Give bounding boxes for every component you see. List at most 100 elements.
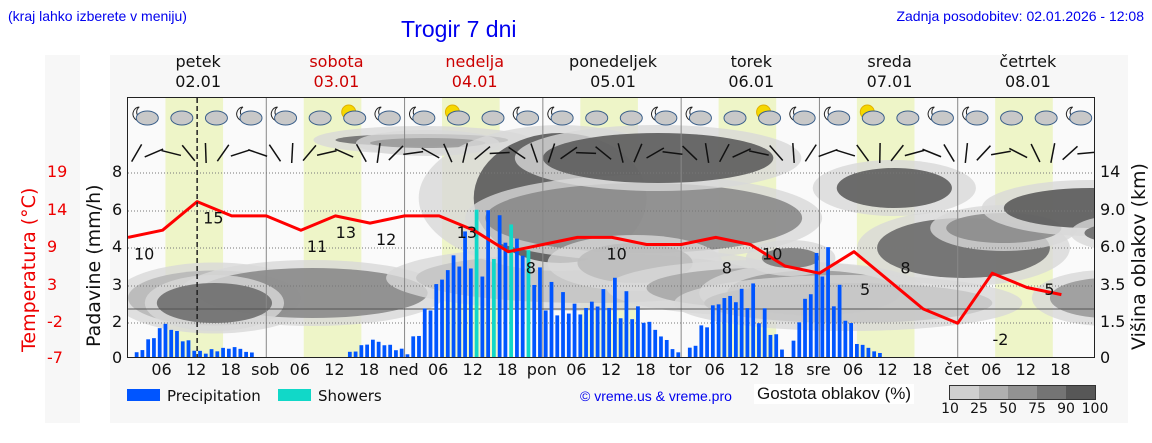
cloud-density-scale — [949, 385, 1096, 400]
density-swatch — [1008, 386, 1037, 399]
day-header: ponedeljek 05.01 — [548, 52, 678, 92]
day-date: 07.01 — [866, 72, 913, 91]
time-label: 06 — [842, 360, 864, 379]
time-label: 06 — [151, 360, 172, 379]
precipitation-tick: 0 — [112, 348, 123, 367]
time-label: 06 — [981, 360, 1002, 379]
cloud-height-tick: 1.5 — [1100, 312, 1126, 331]
time-label: 18 — [1050, 360, 1071, 379]
day-name: sobota — [309, 52, 364, 71]
density-swatch — [979, 386, 1008, 399]
last-update: Zadnja posodobitev: 02.01.2026 - 12:08 — [896, 8, 1144, 24]
temperature-tick: 3 — [47, 275, 58, 294]
temperature-axis-label: Temperatura (°C) — [18, 187, 40, 352]
day-header: petek 02.01 — [133, 52, 263, 92]
day-header: nedelja 04.01 — [410, 52, 540, 92]
svg-text:10: 10 — [134, 244, 154, 263]
time-label: 12 — [1015, 360, 1037, 379]
time-label: 18 — [358, 360, 380, 379]
svg-text:8: 8 — [526, 259, 536, 278]
precipitation-tick: 6 — [112, 200, 123, 219]
location-menu-hint[interactable]: (kraj lahko izberete v meniju) — [8, 8, 187, 24]
cloud-height-tick: 3.5 — [1100, 275, 1126, 294]
time-label: 12 — [462, 360, 483, 379]
precipitation-tick: 8 — [112, 162, 123, 181]
svg-text:8: 8 — [722, 259, 732, 278]
day-date: 03.01 — [313, 72, 360, 91]
day-header: sreda 07.01 — [825, 52, 955, 92]
svg-text:5: 5 — [1044, 280, 1054, 299]
time-label: sre — [806, 360, 831, 379]
day-date: 05.01 — [590, 72, 636, 91]
density-swatch — [1037, 386, 1066, 399]
showers-legend-swatch — [278, 389, 311, 401]
day-date: 02.01 — [175, 72, 222, 91]
cloud-height-tick: 0 — [1100, 348, 1111, 367]
time-label: tor — [668, 360, 692, 379]
cloud-height-tick: 9.0 — [1100, 200, 1126, 219]
density-tick: 50 — [999, 401, 1017, 417]
time-label: 12 — [739, 360, 760, 379]
temperature-axis-panel — [45, 55, 80, 423]
page-title: Trogir 7 dni — [401, 16, 517, 42]
forecast-chart-svg: 10 15 11 13 12 13 8 10 8 10 5 8 -2 5 — [128, 98, 1094, 357]
credit-link[interactable]: © vreme.us & vreme.pro — [580, 388, 732, 404]
svg-text:10: 10 — [762, 244, 782, 263]
time-label: 12 — [324, 360, 345, 379]
svg-text:13: 13 — [336, 223, 356, 242]
cloud-height-axis-label: Višina oblakov (km) — [1128, 163, 1150, 350]
time-label: 18 — [635, 360, 656, 379]
svg-text:15: 15 — [203, 209, 223, 228]
density-tick: 10 — [941, 401, 959, 417]
day-header: sobota 03.01 — [271, 52, 401, 92]
time-label: 12 — [185, 360, 207, 379]
time-label: čet — [944, 360, 970, 379]
svg-text:5: 5 — [860, 280, 870, 299]
density-swatch — [950, 386, 979, 399]
day-name: sreda — [867, 52, 912, 71]
svg-text:12: 12 — [376, 230, 396, 249]
svg-text:8: 8 — [900, 259, 910, 278]
day-header: torek 06.01 — [686, 52, 816, 92]
time-label: 18 — [497, 360, 518, 379]
time-label: 06 — [427, 360, 449, 379]
time-label: sob — [251, 360, 280, 379]
day-name: nedelja — [445, 52, 505, 71]
day-header: četrtek 08.01 — [963, 52, 1093, 92]
time-label: pon — [526, 360, 557, 379]
precipitation-tick: 4 — [112, 237, 123, 256]
time-label: 06 — [566, 360, 587, 379]
temperature-tick: 9 — [47, 237, 58, 256]
day-name: četrtek — [999, 52, 1057, 71]
day-date: 06.01 — [728, 72, 775, 91]
time-label: 18 — [220, 360, 241, 379]
precipitation-legend-label: Precipitation — [167, 387, 261, 405]
precipitation-axis-label: Padavine (mm/h) — [83, 184, 105, 347]
time-label: 06 — [704, 360, 725, 379]
svg-text:13: 13 — [457, 223, 477, 242]
temperature-tick: -2 — [47, 312, 63, 331]
svg-text:-2: -2 — [993, 330, 1009, 349]
showers-legend-label: Showers — [318, 387, 382, 405]
density-tick: 75 — [1028, 401, 1046, 417]
svg-text:11: 11 — [307, 237, 327, 256]
day-name: petek — [175, 52, 221, 71]
svg-text:10: 10 — [606, 244, 626, 263]
cloud-height-tick: 14 — [1100, 162, 1121, 181]
time-label: 12 — [877, 360, 898, 379]
time-label: 18 — [911, 360, 933, 379]
time-label: ned — [388, 360, 419, 379]
density-swatch — [1066, 386, 1095, 399]
temperature-tick: 19 — [47, 162, 68, 181]
precipitation-legend-swatch — [127, 389, 160, 401]
day-name: ponedeljek — [569, 52, 657, 71]
cloud-density-label: Gostota oblakov (%) — [754, 384, 915, 404]
time-label: 06 — [289, 360, 311, 379]
day-date: 04.01 — [451, 72, 498, 91]
day-name: torek — [730, 52, 772, 71]
day-date: 08.01 — [1004, 72, 1051, 91]
density-tick: 100 — [1081, 401, 1109, 417]
forecast-plot: 10 15 11 13 12 13 8 10 8 10 5 8 -2 5 — [127, 97, 1095, 358]
density-tick: 90 — [1057, 401, 1075, 417]
time-label: 12 — [600, 360, 622, 379]
